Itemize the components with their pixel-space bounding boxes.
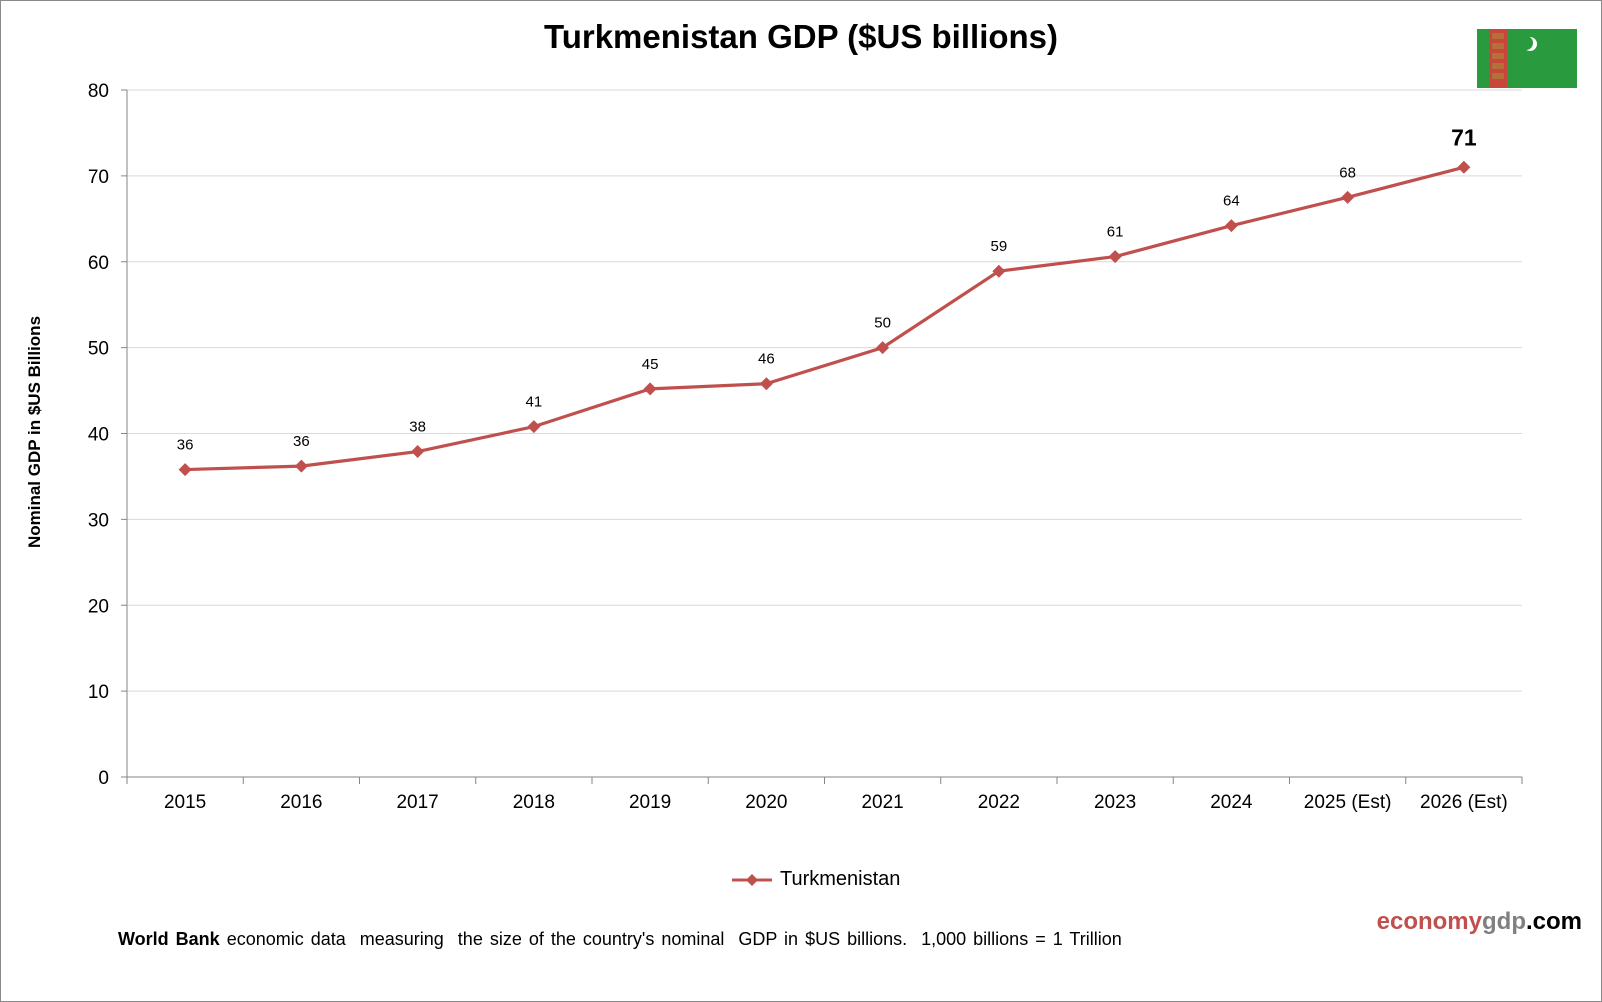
y-tick-label: 80 [88, 81, 109, 102]
legend[interactable]: Turkmenistan [730, 868, 900, 891]
footer-text: economic data measuring the size of the … [219, 929, 1122, 949]
data-point [643, 382, 657, 396]
series-line [185, 165, 1465, 472]
brand-part3: .com [1525, 908, 1582, 935]
footer-note: World Bank economic data measuring the s… [118, 929, 1122, 950]
x-tick-label: 2018 [513, 792, 555, 813]
x-tick-label: 2016 [280, 792, 322, 813]
x-tick-label: 2015 [164, 792, 206, 813]
data-label: 64 [1223, 193, 1240, 210]
data-point [1108, 250, 1122, 264]
brand-logo[interactable]: economygdp.com [1377, 908, 1582, 936]
data-point [178, 463, 192, 477]
y-tick-label: 0 [98, 768, 109, 789]
legend-label: Turkmenistan [780, 868, 901, 890]
y-tick-label: 60 [88, 253, 109, 274]
x-tick-label: 2025 (Est) [1304, 792, 1392, 813]
legend-marker-icon [732, 873, 772, 886]
y-tick-label: 10 [88, 682, 109, 703]
chart-title: Turkmenistan GDP ($US billions) [543, 18, 1059, 55]
data-label: 36 [177, 437, 194, 454]
footer-source: World Bank [118, 929, 220, 949]
data-label: 46 [758, 351, 775, 368]
x-tick-label: 2019 [629, 792, 671, 813]
data-label: 36 [293, 433, 310, 450]
brand-part2: gdp [1482, 908, 1526, 935]
data-point [527, 420, 541, 434]
data-point [1224, 219, 1238, 233]
x-tick-label: 2021 [861, 792, 903, 813]
x-tick-label: 2023 [1094, 792, 1136, 813]
data-label: 41 [526, 394, 543, 411]
data-label: 61 [1107, 224, 1124, 241]
data-label: 59 [991, 238, 1008, 255]
x-tick-label: 2022 [978, 792, 1020, 813]
data-point [876, 341, 890, 355]
y-tick-label: 20 [88, 596, 109, 617]
turkmenistan-flag-icon [1477, 29, 1577, 88]
y-axis-label: Nominal GDP in $US Billions [25, 316, 44, 548]
data-label: 50 [874, 315, 891, 332]
data-label: 68 [1339, 164, 1356, 181]
x-tick-label: 2020 [745, 792, 787, 813]
data-label: 45 [642, 356, 659, 373]
y-tick-label: 70 [88, 167, 109, 188]
y-tick-label: 50 [88, 339, 109, 360]
data-label: 71 [1451, 124, 1477, 150]
data-point [1341, 190, 1355, 204]
x-tick-label: 2026 (Est) [1420, 792, 1508, 813]
x-tick-label: 2017 [396, 792, 438, 813]
brand-part1: economy [1376, 908, 1482, 935]
data-point [294, 459, 308, 473]
data-label: 38 [409, 419, 426, 436]
x-tick-label: 2024 [1210, 792, 1253, 813]
data-point [411, 445, 425, 459]
data-point [992, 264, 1006, 278]
data-point [1457, 160, 1471, 174]
y-tick-label: 30 [88, 510, 109, 531]
data-point [759, 377, 773, 391]
y-tick-label: 40 [88, 425, 109, 446]
